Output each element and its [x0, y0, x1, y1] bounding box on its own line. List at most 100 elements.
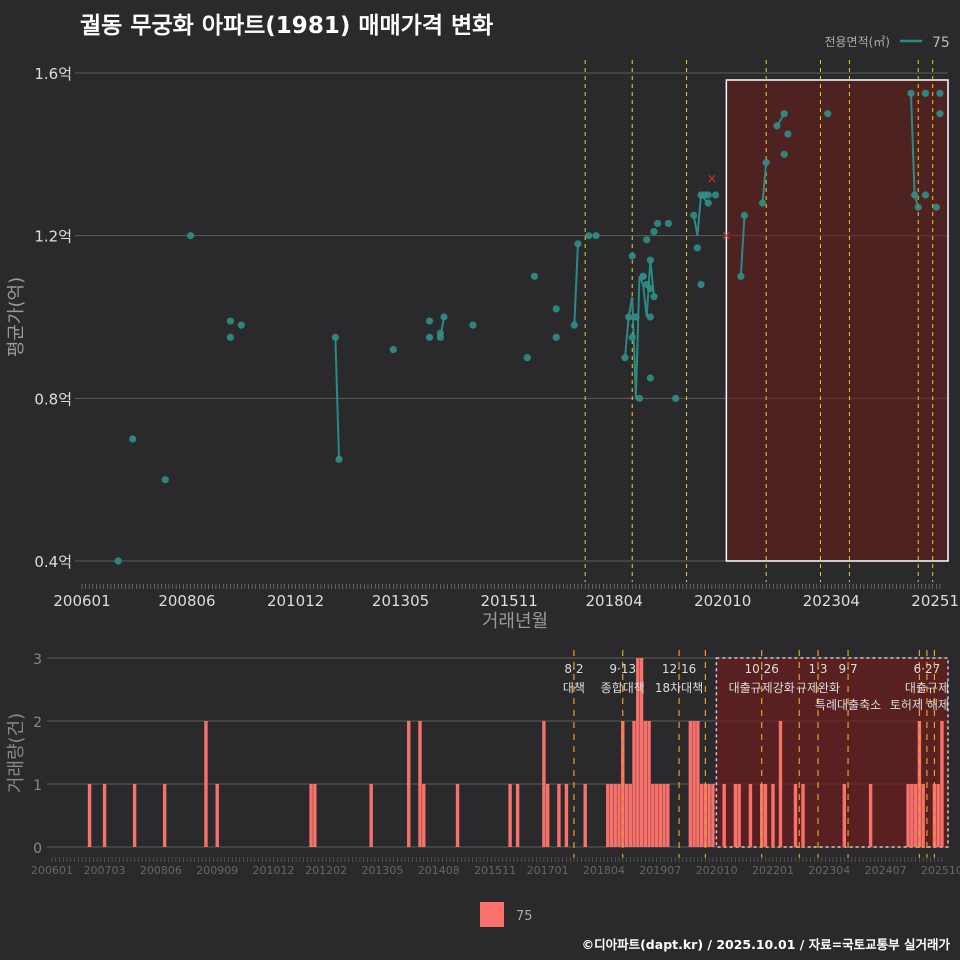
bar: [842, 784, 847, 847]
data-point: [585, 232, 593, 240]
bar: [407, 721, 411, 847]
bar: [422, 784, 426, 847]
x-tick-label: 202510: [911, 592, 960, 610]
series-line: [692, 192, 710, 236]
policy-date: 9·7: [839, 662, 858, 676]
x-tick-label: 202304: [803, 592, 860, 610]
bar: [801, 784, 805, 847]
y-tick-label: 0.8억: [34, 390, 72, 408]
data-point: [226, 317, 235, 325]
data-point: [914, 203, 922, 211]
data-point: [646, 374, 654, 382]
bar: [913, 784, 918, 847]
bar: [542, 721, 546, 847]
data-point: [740, 211, 749, 219]
data-point: [114, 557, 122, 565]
bar: [696, 721, 700, 847]
policy-name: 특례대출축소: [815, 698, 881, 712]
outlier-mark: ×: [707, 172, 717, 186]
x-tick-label: 202304: [808, 864, 850, 877]
policy-date: 9·13: [609, 662, 636, 676]
data-point: [643, 236, 651, 244]
policy-name: 규제완화: [796, 681, 840, 695]
bar: [771, 784, 775, 847]
policy-date: 1·3: [808, 662, 827, 676]
data-point: [632, 313, 640, 321]
x-tick-label: 201012: [267, 592, 324, 610]
bar: [606, 784, 610, 847]
bar: [204, 721, 208, 847]
y-tick-label: 1: [33, 778, 42, 794]
bar: [703, 784, 708, 847]
data-point: [129, 435, 137, 443]
y-tick-label: 3: [33, 652, 42, 668]
bar: [707, 784, 711, 847]
data-point: [690, 211, 698, 219]
data-point: [921, 89, 930, 97]
bar: [793, 784, 798, 847]
data-point: [639, 272, 647, 280]
bar: [733, 784, 738, 847]
y-tick-label: 0: [33, 841, 42, 857]
data-point: [773, 122, 781, 130]
bar: [722, 784, 726, 847]
bar: [515, 784, 520, 847]
data-point: [530, 272, 539, 280]
data-point: [625, 313, 633, 321]
data-point: [664, 219, 673, 228]
policy-date: 6·27: [914, 662, 941, 676]
bar: [215, 784, 219, 847]
data-point: [824, 110, 832, 118]
data-point: [762, 158, 770, 167]
bar: [936, 784, 940, 847]
x-tick-label: 200601: [31, 864, 73, 877]
bar: [564, 784, 569, 847]
bar: [692, 721, 696, 847]
data-point: [574, 240, 582, 248]
data-point: [911, 191, 919, 199]
bar: [654, 784, 659, 847]
x-tick-label: 201305: [372, 592, 429, 610]
bar: [763, 784, 768, 847]
x-tick-label: 201012: [253, 864, 295, 877]
bar: [666, 784, 670, 847]
policy-name: 토허제 해제: [890, 698, 949, 712]
bar: [617, 784, 621, 847]
x-tick-label: 200601: [53, 592, 110, 610]
x-tick-label: 200806: [158, 592, 215, 610]
x-axis-label: 거래년월: [482, 611, 548, 632]
bar: [910, 784, 914, 847]
data-point: [161, 476, 169, 484]
data-point: [621, 354, 629, 362]
data-point: [237, 321, 245, 329]
bar: [643, 721, 647, 847]
highlight-region: [725, 79, 949, 562]
x-tick-label: 201511: [481, 592, 538, 610]
x-tick-label: 201511: [474, 864, 516, 877]
series-line: [624, 259, 655, 399]
x-tick-label: 200909: [196, 864, 238, 877]
bar: [455, 784, 460, 847]
policy-name: 대출규제강화: [729, 681, 795, 695]
data-point: [646, 313, 654, 321]
x-tick-label: 201202: [305, 864, 347, 877]
data-point: [389, 345, 397, 354]
y-tick-label: 2: [33, 715, 42, 731]
data-point: [704, 199, 712, 207]
series-line: [761, 162, 768, 204]
bar: [699, 784, 704, 847]
bar: [737, 784, 741, 847]
data-point: [331, 333, 339, 341]
bar: [545, 784, 550, 847]
bar: [557, 784, 561, 847]
y-tick-label: 1.2억: [34, 228, 72, 246]
data-point: [907, 89, 915, 97]
data-point: [440, 313, 448, 321]
data-point: [932, 203, 940, 211]
bar: [508, 784, 512, 847]
legend-label: 75: [932, 35, 950, 51]
y-tick-label: 1.6억: [34, 65, 72, 83]
policy-date: 10·26: [745, 662, 779, 676]
